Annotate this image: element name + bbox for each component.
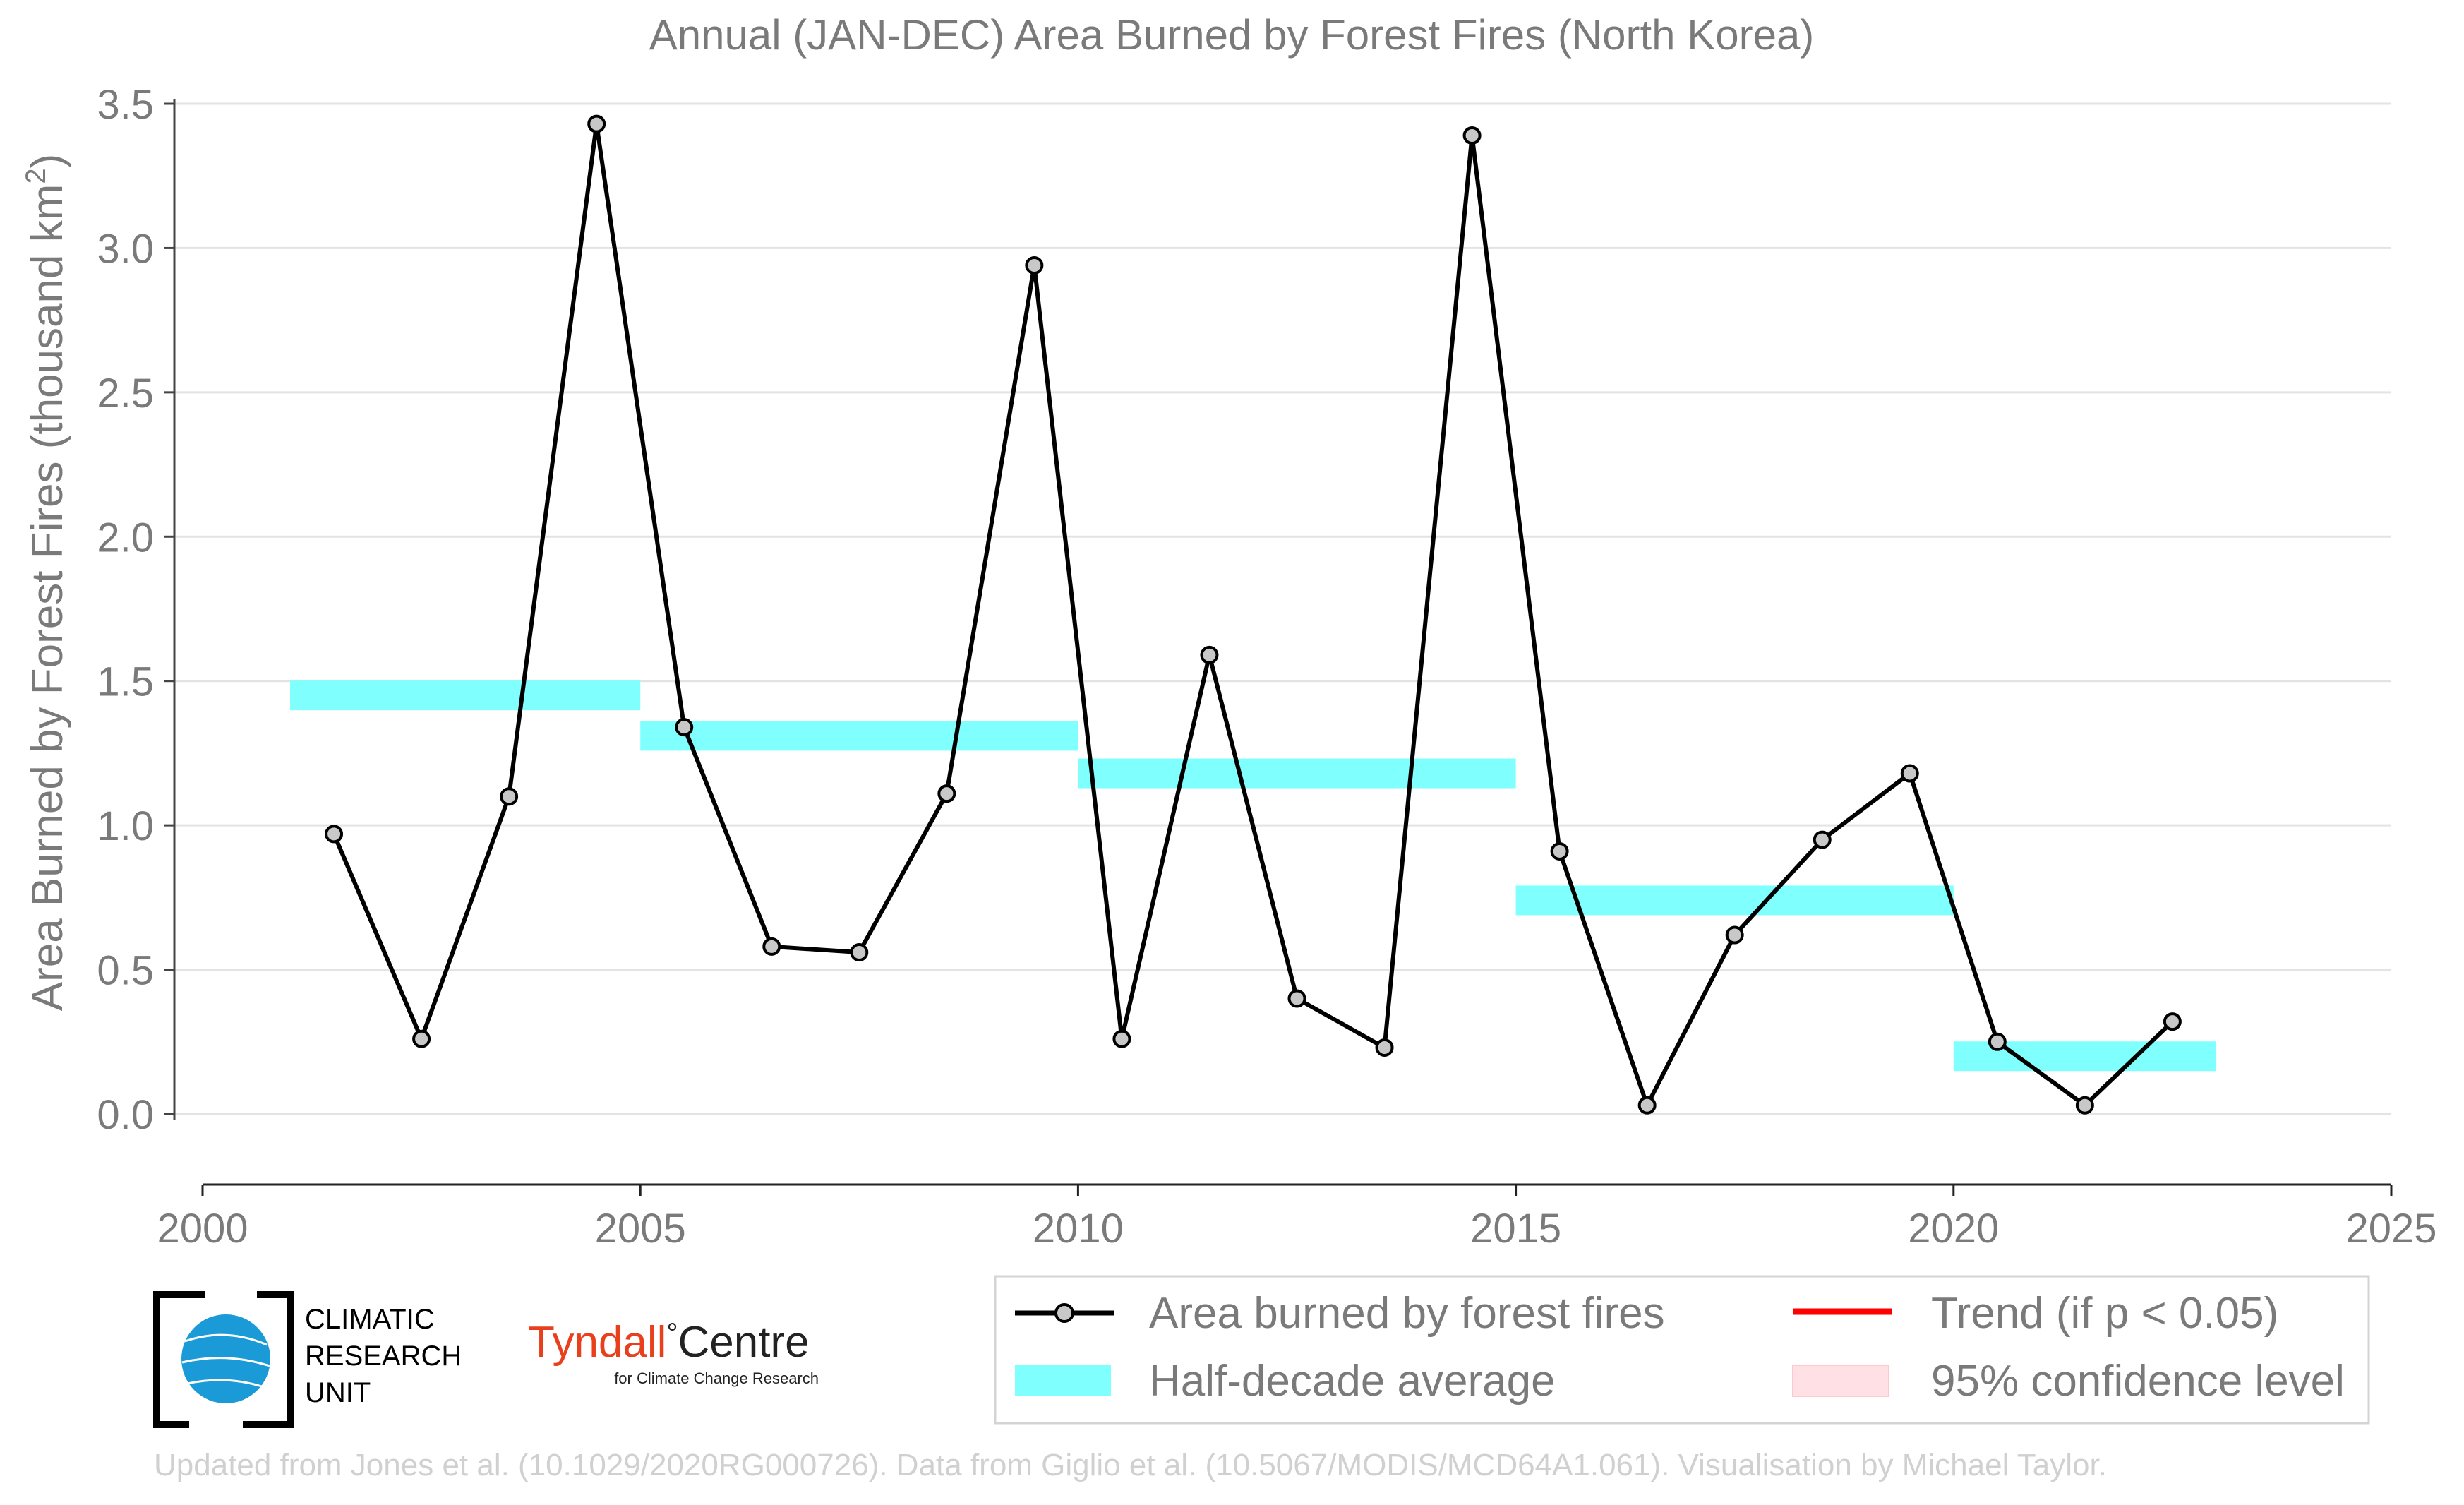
data-point (1200, 645, 1219, 664)
data-point (1900, 764, 1919, 783)
legend-frame (994, 1275, 2370, 1425)
data-point (325, 825, 344, 844)
cru-text-line-2: RESEARCH (305, 1341, 462, 1372)
tyndall-subtitle: for Climate Change Research (614, 1369, 819, 1387)
cru-globe-line-2 (181, 1357, 270, 1367)
y-tick-label: 2.5 (97, 371, 154, 416)
legend-label-area-burned: Area burned by forest fires (1149, 1289, 1665, 1338)
y-tick-label: 3.0 (97, 226, 154, 272)
data-point (1813, 830, 1832, 849)
cru-bracket-left (153, 1291, 205, 1428)
data-point (1462, 126, 1482, 145)
y-axis-label-superscript: 2 (20, 168, 52, 184)
area-burned-series (325, 114, 2182, 1115)
data-point (1375, 1038, 1394, 1057)
y-tick-label: 3.5 (97, 82, 154, 128)
tyndall-logo: Tyndall°Centre for Climate Change Resear… (528, 1318, 819, 1387)
data-point (2075, 1096, 2094, 1115)
y-axis: 0.0 0.5 1.0 1.5 2.0 2.5 3.0 3.5 (97, 82, 176, 1138)
x-tick-label: 2010 (1033, 1206, 1124, 1252)
legend-swatch-half-decade (1015, 1365, 1111, 1396)
cru-globe-line-3 (187, 1379, 265, 1389)
y-tick-label: 0.5 (97, 948, 154, 994)
data-point (850, 943, 869, 962)
data-point (937, 784, 956, 803)
data-point (762, 937, 781, 956)
y-tick-label: 0.0 (97, 1092, 154, 1138)
series-line (332, 121, 2174, 1108)
cru-text-line-1: CLIMATIC (305, 1304, 435, 1335)
x-tick-label: 2000 (157, 1206, 248, 1252)
data-point (1025, 256, 1044, 275)
data-point (587, 114, 606, 133)
legend-swatch-confidence (1792, 1365, 1889, 1397)
data-point (2163, 1012, 2182, 1031)
half-decade-bar (640, 721, 1078, 751)
half-decade-bar (1515, 885, 1954, 916)
data-point (500, 787, 519, 806)
cru-logo: CLIMATIC RESEARCH UNIT (153, 1291, 462, 1428)
y-axis-label-close: ) (23, 154, 72, 169)
y-axis-label-main: Area Burned by Forest Fires (thousand km (23, 184, 72, 1012)
half-decade-average-bars (290, 680, 2216, 1072)
y-tick-label: 2.0 (97, 515, 154, 560)
x-tick-label: 2015 (1470, 1206, 1561, 1252)
data-point (1725, 925, 1744, 945)
tyndall-main: Tyndall (528, 1318, 666, 1367)
cru-text-line-3: UNIT (305, 1377, 371, 1408)
y-tick-label: 1.0 (97, 803, 154, 849)
grid (174, 102, 2391, 1115)
chart-title: Annual (JAN-DEC) Area Burned by Forest F… (649, 11, 1815, 59)
data-point (1287, 989, 1306, 1008)
y-axis-label: Area Burned by Forest Fires (thousand km… (20, 154, 72, 1012)
tyndall-centre: Centre (678, 1318, 809, 1367)
legend: Area burned by forest fires Trend (if p … (994, 1275, 2370, 1425)
data-point (675, 718, 694, 737)
legend-label-trend: Trend (if p < 0.05) (1931, 1289, 2278, 1338)
tyndall-wordmark: Tyndall°Centre (528, 1318, 810, 1367)
data-point (1550, 841, 1569, 861)
data-point (1112, 1029, 1131, 1048)
x-tick-label: 2020 (1908, 1206, 1999, 1252)
legend-marker-area-burned (1054, 1303, 1074, 1323)
legend-label-half-decade: Half-decade average (1149, 1357, 1556, 1405)
x-axis: 2000 2005 2010 2015 2020 2025 (157, 1183, 2437, 1252)
legend-label-confidence: 95% confidence level (1931, 1357, 2345, 1405)
cru-bracket-right (243, 1291, 294, 1428)
data-point (1988, 1032, 2007, 1051)
cru-globe-line-1 (184, 1333, 268, 1346)
data-point (1637, 1096, 1657, 1115)
x-tick-label: 2005 (595, 1206, 686, 1252)
half-decade-bar (1078, 758, 1516, 789)
half-decade-bar (290, 680, 641, 711)
credit-line: Updated from Jones et al. (10.1029/2020R… (154, 1448, 2107, 1482)
y-tick-label: 1.5 (97, 659, 154, 705)
data-point (412, 1029, 431, 1048)
x-tick-label: 2025 (2345, 1206, 2436, 1252)
tyndall-degree: ° (666, 1318, 678, 1349)
